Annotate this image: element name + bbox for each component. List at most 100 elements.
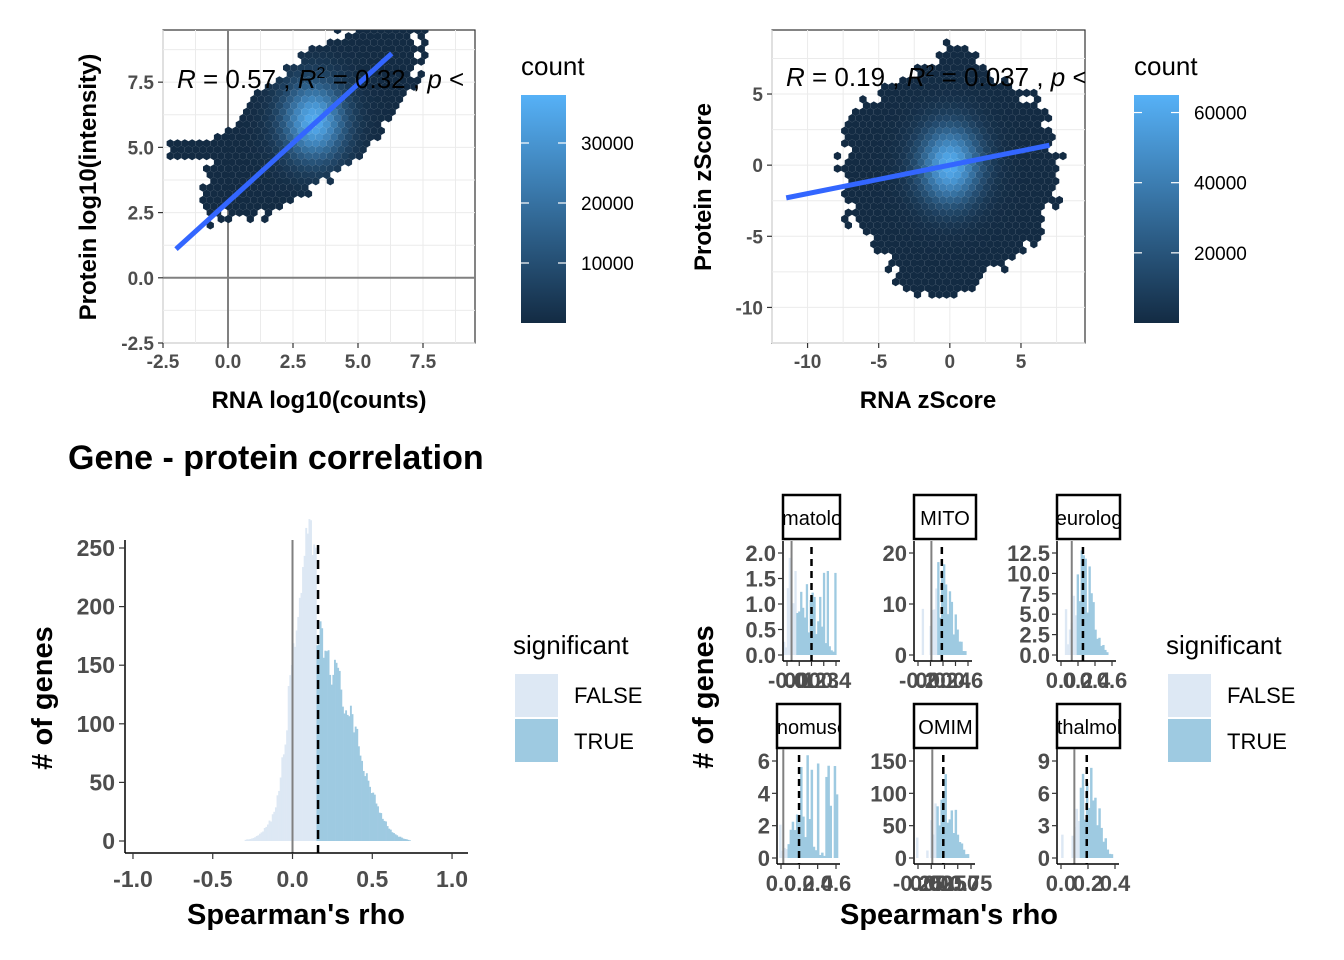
- facet-bar: [822, 572, 826, 655]
- facet-bar: [944, 774, 947, 858]
- hex-bin: [341, 151, 349, 161]
- hex-bin: [293, 158, 302, 167]
- hex-bin: [213, 170, 222, 180]
- hex-bin: [848, 114, 856, 123]
- hex-bin: [910, 195, 918, 205]
- hex-bin: [330, 120, 338, 129]
- hex-bin: [363, 126, 371, 135]
- hex-bin: [935, 202, 943, 211]
- histogram-bar: [311, 555, 314, 841]
- hex-bin: [246, 189, 254, 198]
- hex-bin: [921, 151, 929, 161]
- facet-bar: [943, 564, 946, 655]
- y-tick-label: 0: [752, 156, 763, 177]
- hex-bin: [986, 164, 994, 173]
- hex-bin: [953, 183, 962, 192]
- hex-bin: [374, 120, 382, 129]
- histogram-bar: [351, 714, 354, 841]
- hex-bin: [224, 177, 233, 186]
- hex-bin: [1033, 95, 1042, 104]
- hex-bin: [983, 170, 991, 180]
- hex-bin: [932, 82, 940, 91]
- hex-bin: [1004, 120, 1013, 129]
- hex-bin: [939, 246, 947, 255]
- hex-bin: [1012, 158, 1020, 167]
- x-tick-label: 0.0: [277, 866, 309, 892]
- histogram-bar: [289, 675, 292, 841]
- hex-bin: [950, 76, 958, 85]
- y-tick-label: 150: [77, 652, 115, 678]
- hex-bin: [928, 88, 936, 98]
- histogram-bar: [263, 828, 266, 841]
- facet-bar: [805, 584, 809, 655]
- scatter-log-panel: R = 0.57 , R2 = 0.32 , p < -2.5 0.0 2.5 5.0…: [75, 29, 476, 414]
- hist-legend-label-true: TRUE: [574, 729, 634, 754]
- facet-bar: [815, 634, 818, 655]
- hex-bin: [344, 44, 353, 54]
- hex-bin: [932, 195, 940, 205]
- histogram-bar: [386, 826, 389, 841]
- histogram-bar: [262, 831, 265, 841]
- hex-bin: [983, 82, 991, 91]
- hex-bin: [348, 126, 356, 135]
- hex-bin: [333, 30, 342, 35]
- hex-bin: [221, 158, 229, 167]
- hex-bin: [1026, 170, 1034, 180]
- hex-bin: [877, 189, 885, 198]
- histogram-bar: [335, 662, 338, 841]
- hex-bin: [866, 132, 874, 142]
- hex-bin: [942, 151, 951, 161]
- hex-bin: [924, 195, 932, 205]
- hex-bin: [899, 139, 907, 148]
- hex-bin: [421, 38, 429, 47]
- hex-bin: [293, 170, 302, 180]
- hex-bin: [384, 76, 393, 85]
- hex-bin: [913, 88, 922, 98]
- hex-bin: [892, 177, 900, 186]
- hex-bin: [297, 139, 305, 148]
- y-tick-label: 7.5: [128, 73, 155, 94]
- hex-bin: [286, 170, 294, 180]
- hex-bin: [968, 208, 976, 217]
- facet-bar: [817, 621, 820, 655]
- hex-bin: [913, 252, 922, 261]
- hex-bin: [942, 202, 951, 211]
- hex-bin: [359, 95, 367, 104]
- facet-bar: [944, 584, 948, 655]
- hex-bin: [359, 82, 367, 91]
- hex-bin: [932, 145, 940, 154]
- hex-bin: [374, 69, 382, 79]
- facet-y-tick-label: 0.0: [745, 643, 776, 668]
- hex-bin: [326, 76, 334, 85]
- hex-bin: [199, 195, 207, 205]
- hex-bin: [873, 246, 882, 255]
- hex-bin: [964, 51, 972, 60]
- hex-bin: [293, 183, 302, 192]
- hex-bin: [975, 208, 983, 217]
- hex-bin: [910, 233, 918, 243]
- hex-bin: [961, 221, 969, 230]
- hex-bin: [304, 51, 313, 60]
- facet-x-tick-label: 0.00: [910, 871, 953, 896]
- hex-bin: [388, 57, 396, 66]
- hex-bin: [932, 284, 940, 293]
- hex-bin: [946, 208, 954, 217]
- hex-bin: [895, 120, 903, 129]
- hex-bin: [884, 164, 892, 173]
- hex-bin: [888, 221, 896, 230]
- hex-bin: [323, 57, 331, 66]
- hex-bin: [979, 189, 987, 198]
- hex-bin: [910, 107, 918, 117]
- hex-bin: [902, 158, 911, 167]
- hex-bin: [1001, 202, 1009, 211]
- hex-bin: [902, 271, 911, 280]
- hex-bin: [304, 189, 313, 198]
- hex-bin: [884, 101, 892, 110]
- facet-x-tick-label: 0.75: [950, 871, 993, 896]
- hex-bin: [983, 145, 991, 154]
- hex-bin: [997, 132, 1005, 142]
- histogram-bar: [393, 833, 395, 841]
- facet-y-tick-label: 0: [895, 643, 907, 668]
- hex-bin: [913, 76, 922, 85]
